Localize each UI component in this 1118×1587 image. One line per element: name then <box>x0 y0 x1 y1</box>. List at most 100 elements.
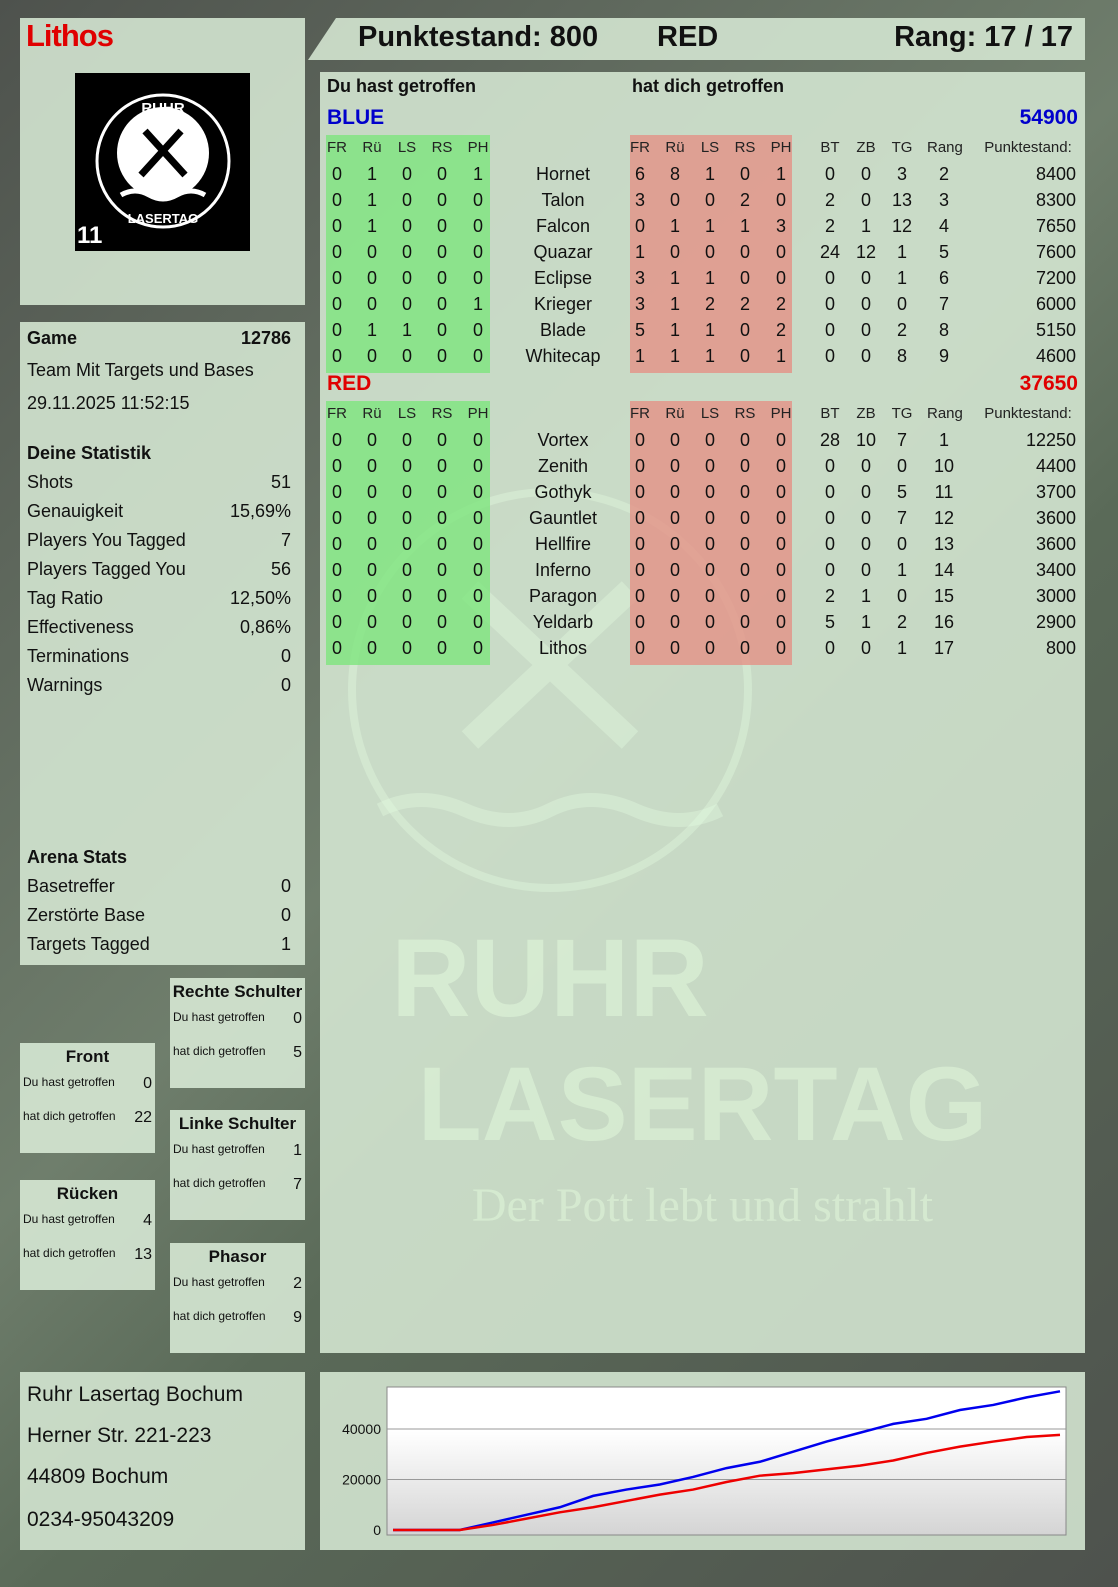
table-row[interactable]: 0 1 0 0 0 Falcon 0 1 1 1 3 2 1 12 4 7650 <box>320 216 1085 242</box>
blue-team-total: 54900 <box>1019 106 1078 129</box>
hit-by-cell: 8 <box>669 164 680 184</box>
zone-hit-by-value: 5 <box>293 1044 302 1061</box>
col-header-score: Punktestand: <box>984 405 1072 422</box>
arena-value: 1 <box>280 934 291 954</box>
red-team-name: RED <box>327 372 372 395</box>
hit-by-cell: 3 <box>634 294 645 314</box>
hit-by-cell: 0 <box>704 430 715 450</box>
hit-you-cell: 1 <box>366 164 377 184</box>
hit-by-cell: 1 <box>669 216 680 236</box>
zone-hit-you-value: 1 <box>293 1142 302 1159</box>
hit-by-cell: 0 <box>775 534 786 554</box>
hit-you-cell: 0 <box>436 242 447 262</box>
stat-cell: 12 <box>891 216 913 236</box>
hit-you-cell: 0 <box>401 346 412 366</box>
player-score: 12250 <box>1025 430 1076 450</box>
hit-you-cell: 0 <box>436 216 447 236</box>
table-row[interactable]: 0 0 0 0 0 Lithos 0 0 0 0 0 0 0 1 17 800 <box>320 638 1085 664</box>
hit-you-cell: 0 <box>331 586 342 606</box>
table-row[interactable]: 0 0 0 0 1 Krieger 3 1 2 2 2 0 0 0 7 6000 <box>320 294 1085 320</box>
hit-by-cell: 2 <box>775 294 786 314</box>
hit-you-cell: 0 <box>331 638 342 658</box>
zone-hit-by-value: 22 <box>134 1109 152 1126</box>
hit-by-cell: 0 <box>634 534 645 554</box>
stat-cell: 3 <box>896 164 907 184</box>
hit-you-cell: 1 <box>472 164 483 184</box>
hit-you-cell: 0 <box>472 216 483 236</box>
hit-you-cell: 0 <box>436 534 447 554</box>
stat-cell: 3 <box>938 190 949 210</box>
hit-by-cell: 1 <box>669 346 680 366</box>
table-row[interactable]: 0 0 0 0 0 Zenith 0 0 0 0 0 0 0 0 10 4400 <box>320 456 1085 482</box>
stat-row-tag-ratio: Tag Ratio 12,50% <box>27 588 291 609</box>
stat-label: Players You Tagged <box>27 530 186 550</box>
hit-you-cell: 0 <box>331 456 342 476</box>
table-row[interactable]: 0 0 0 0 0 Eclipse 3 1 1 0 0 0 0 1 6 7200 <box>320 268 1085 294</box>
col-header-RS: RS <box>431 405 453 422</box>
table-row[interactable]: 0 1 1 0 0 Blade 5 1 1 0 2 0 0 2 8 5150 <box>320 320 1085 346</box>
watermark-line2: LASERTAG <box>417 1046 988 1163</box>
hit-by-cell: 1 <box>704 164 715 184</box>
col-header-zb: ZB <box>856 405 876 422</box>
zone-hit-by-label: hat dich getroffen <box>173 1044 266 1058</box>
hit-you-cell: 0 <box>401 586 412 606</box>
hit-by-block <box>630 401 792 665</box>
zone-title: Rechte Schulter <box>172 982 303 1001</box>
hit-you-cell: 0 <box>436 320 447 340</box>
table-row[interactable]: 0 0 0 0 0 Yeldarb 0 0 0 0 0 5 1 2 16 2900 <box>320 612 1085 638</box>
player-name-cell: Whitecap <box>525 346 601 366</box>
stat-cell: 1 <box>860 586 871 606</box>
address-line3: 44809 Bochum <box>27 1465 169 1488</box>
col-header-FR: FR <box>630 405 650 422</box>
hit-you-cell: 0 <box>436 268 447 288</box>
zone-hit-you-label: Du hast getroffen <box>173 1142 265 1156</box>
stat-row-shots: Shots 51 <box>27 472 291 493</box>
hit-by-cell: 0 <box>704 456 715 476</box>
stat-cell: 0 <box>860 560 871 580</box>
rank-label: Rang: 17 / 17 <box>894 21 1073 53</box>
table-row[interactable]: 0 1 0 0 1 Hornet 6 8 1 0 1 0 0 3 2 8400 <box>320 164 1085 190</box>
hit-you-cell: 0 <box>366 534 377 554</box>
zone-hit-you-label: Du hast getroffen <box>23 1212 115 1226</box>
hit-by-cell: 0 <box>739 456 750 476</box>
zone-hit-by-row: hat dich getroffen 7 <box>173 1176 302 1194</box>
table-row[interactable]: 0 1 0 0 0 Talon 3 0 0 2 0 2 0 13 3 8300 <box>320 190 1085 216</box>
hit-you-cell: 0 <box>401 190 412 210</box>
table-row[interactable]: 0 0 0 0 0 Inferno 0 0 0 0 0 0 0 1 14 3400 <box>320 560 1085 586</box>
hit-by-cell: 0 <box>669 508 680 528</box>
stat-cell: 0 <box>860 508 871 528</box>
hit-by-cell: 0 <box>739 508 750 528</box>
table-row[interactable]: 0 0 0 0 0 Vortex 0 0 0 0 0 28 10 7 1 12250 <box>320 430 1085 456</box>
stat-cell: 0 <box>860 482 871 502</box>
arena-label: Targets Tagged <box>27 934 150 954</box>
hit-you-cell: 0 <box>472 190 483 210</box>
hit-by-cell: 0 <box>704 638 715 658</box>
table-row[interactable]: 0 0 0 0 0 Gothyk 0 0 0 0 0 0 0 5 11 3700 <box>320 482 1085 508</box>
stat-cell: 0 <box>896 294 907 314</box>
hit-by-cell: 0 <box>775 482 786 502</box>
col-header-FR: FR <box>327 139 347 156</box>
arena-row: Targets Tagged 1 <box>27 934 291 955</box>
table-row[interactable]: 0 0 0 0 0 Paragon 0 0 0 0 0 2 1 0 15 3000 <box>320 586 1085 612</box>
hit-by-cell: 0 <box>739 346 750 366</box>
table-row[interactable]: 0 0 0 0 0 Quazar 1 0 0 0 0 24 12 1 5 7600 <box>320 242 1085 268</box>
stat-cell: 0 <box>860 268 871 288</box>
table-row[interactable]: 0 0 0 0 0 Gauntlet 0 0 0 0 0 0 0 7 12 3600 <box>320 508 1085 534</box>
hit-you-cell: 0 <box>436 164 447 184</box>
hit-you-cell: 0 <box>401 612 412 632</box>
stat-value: 51 <box>270 472 291 492</box>
stat-cell: 0 <box>860 320 871 340</box>
zone-hit-you-row: Du hast getroffen 4 <box>23 1212 152 1230</box>
col-header-RS: RS <box>734 405 756 422</box>
stat-cell: 0 <box>860 638 871 658</box>
table-row[interactable]: 0 0 0 0 0 Hellfire 0 0 0 0 0 0 0 0 13 3600 <box>320 534 1085 560</box>
col-header-LS: LS <box>700 139 720 156</box>
game-label: Game <box>27 328 78 348</box>
zone-hit-you-value: 0 <box>143 1075 152 1092</box>
player-name-cell: Talon <box>541 190 585 210</box>
hit-you-cell: 0 <box>366 612 377 632</box>
hit-by-cell: 0 <box>669 456 680 476</box>
hit-by-cell: 0 <box>634 482 645 502</box>
stat-label: Warnings <box>27 675 103 695</box>
table-row[interactable]: 0 0 0 0 0 Whitecap 1 1 1 0 1 0 0 8 9 4600 <box>320 346 1085 372</box>
